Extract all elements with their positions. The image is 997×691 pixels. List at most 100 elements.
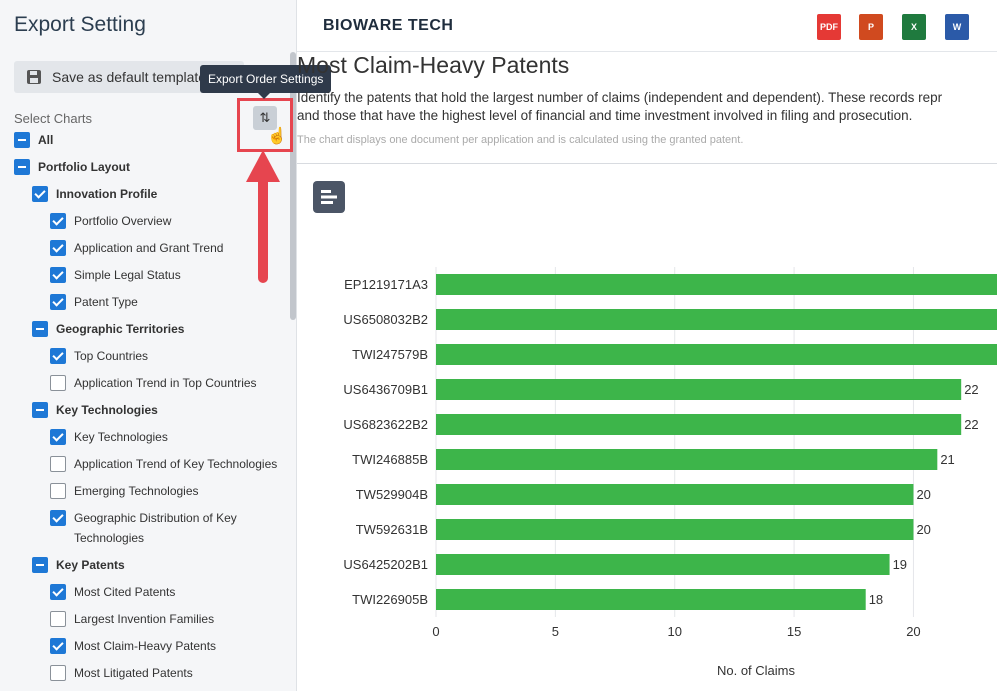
excel-icon-label: X: [911, 22, 917, 32]
tree-item-label: Geographic Territories: [56, 319, 184, 339]
checkbox[interactable]: [50, 510, 66, 526]
save-default-template-label: Save as default template: [52, 69, 206, 85]
checkbox[interactable]: [32, 402, 48, 418]
category-label: US6508032B2: [343, 312, 428, 327]
data-label: 18: [869, 592, 883, 607]
category-label: TWI246885B: [352, 452, 428, 467]
panel-title: Export Setting: [14, 13, 146, 37]
tree-item[interactable]: Most Cited Patents: [50, 582, 280, 602]
bar: [436, 589, 866, 610]
checkbox[interactable]: [50, 456, 66, 472]
tree-item[interactable]: Top Countries: [50, 346, 280, 366]
tree-item[interactable]: Most Litigated Patents: [50, 663, 280, 683]
data-label: 22: [964, 417, 978, 432]
word-icon[interactable]: W: [945, 14, 969, 40]
bar: [436, 414, 961, 435]
bar: [436, 379, 961, 400]
tree-item-label: Geographic Distribution of Key Technolog…: [74, 508, 280, 548]
tree-item[interactable]: Application Trend of Key Technologies: [50, 454, 280, 474]
tree-item[interactable]: Largest Invention Families: [50, 609, 280, 629]
checkbox[interactable]: [50, 665, 66, 681]
tree-item[interactable]: Key Technologies: [50, 427, 280, 447]
tree-item[interactable]: Innovation Profile: [32, 184, 280, 204]
tree-item-label: Application and Grant Trend: [74, 238, 223, 258]
data-label: 22: [964, 382, 978, 397]
data-label: 21: [940, 452, 954, 467]
checkbox[interactable]: [50, 240, 66, 256]
checkbox[interactable]: [50, 294, 66, 310]
tree-item-label: Portfolio Layout: [38, 157, 130, 177]
x-tick-label: 15: [787, 624, 801, 639]
checkbox[interactable]: [50, 584, 66, 600]
tree-item-label: Simple Legal Status: [74, 265, 181, 285]
x-tick-label: 20: [906, 624, 920, 639]
checkbox[interactable]: [50, 213, 66, 229]
excel-icon[interactable]: X: [902, 14, 926, 40]
tree-item[interactable]: Emerging Technologies: [50, 481, 280, 501]
brand-name: BIOWARE TECH: [323, 17, 453, 35]
checkbox[interactable]: [50, 375, 66, 391]
checkbox[interactable]: [50, 267, 66, 283]
hand-cursor-icon: ☝: [267, 126, 287, 146]
checkbox[interactable]: [14, 132, 30, 148]
x-tick-label: 10: [667, 624, 681, 639]
tree-item-label: Application Trend in Top Countries: [74, 373, 257, 393]
tree-item-label: Most Litigated Patents: [74, 663, 193, 683]
checkbox[interactable]: [50, 348, 66, 364]
powerpoint-icon-label: P: [868, 22, 874, 32]
category-label: US6823622B2: [343, 417, 428, 432]
powerpoint-icon[interactable]: P: [859, 14, 883, 40]
checkbox[interactable]: [32, 321, 48, 337]
pdf-icon[interactable]: PDF: [817, 14, 841, 40]
sort-icon: ⇅: [260, 110, 271, 125]
tree-item[interactable]: Application Trend in Top Countries: [50, 373, 280, 393]
tree-item-label: Key Technologies: [74, 427, 168, 447]
tree-item-label: Emerging Technologies: [74, 481, 199, 501]
tree-item-label: Key Patents: [56, 555, 125, 575]
tree-item[interactable]: Simple Legal Status: [50, 265, 280, 285]
x-tick-label: 0: [432, 624, 439, 639]
bar: [436, 484, 913, 505]
tree-item-label: Application Trend of Key Technologies: [74, 454, 277, 474]
tree-item-label: Largest Invention Families: [74, 609, 214, 629]
pdf-icon-label: PDF: [820, 22, 838, 32]
tree-item-label: Portfolio Overview: [74, 211, 171, 231]
tree-item-label: Patent Type: [74, 292, 138, 312]
category-label: US6425202B1: [343, 557, 428, 572]
category-label: TW529904B: [356, 487, 428, 502]
tree-item[interactable]: Geographic Territories: [32, 319, 280, 339]
tree-item-label: Most Claim-Heavy Patents: [74, 636, 216, 656]
tree-item-label: Innovation Profile: [56, 184, 157, 204]
tree-item[interactable]: Application and Grant Trend: [50, 238, 280, 258]
category-label: TW592631B: [356, 522, 428, 537]
annotation-arrow-shaft: [258, 165, 268, 283]
tree-item[interactable]: Most Claim-Heavy Patents: [50, 636, 280, 656]
tree-item-label: Top Countries: [74, 346, 148, 366]
checkbox[interactable]: [14, 159, 30, 175]
tree-item[interactable]: Key Technologies: [32, 400, 280, 420]
claims-bar-chart: 05101520EP1219171A3US6508032B2TWI247579B…: [297, 52, 997, 691]
data-label: 20: [916, 522, 930, 537]
tree-item-label: All: [38, 130, 53, 150]
x-axis-label: No. of Claims: [717, 663, 796, 678]
tree-item[interactable]: Patent Type: [50, 292, 280, 312]
tree-item-label: Most Cited Patents: [74, 582, 175, 602]
tree-item[interactable]: Portfolio Layout: [14, 157, 280, 177]
checkbox[interactable]: [50, 638, 66, 654]
category-label: US6436709B1: [343, 382, 428, 397]
checkbox[interactable]: [50, 611, 66, 627]
bar: [436, 554, 890, 575]
checkbox[interactable]: [32, 186, 48, 202]
data-label: 19: [893, 557, 907, 572]
tree-item[interactable]: Portfolio Overview: [50, 211, 280, 231]
checkbox[interactable]: [32, 557, 48, 573]
tree-item-label: Key Technologies: [56, 400, 158, 420]
checkbox[interactable]: [50, 483, 66, 499]
tree-item[interactable]: Geographic Distribution of Key Technolog…: [50, 508, 280, 548]
bar: [436, 449, 937, 470]
checkbox[interactable]: [50, 429, 66, 445]
tree-item[interactable]: Key Patents: [32, 555, 280, 575]
bar: [436, 309, 997, 330]
data-label: 20: [916, 487, 930, 502]
bar: [436, 344, 997, 365]
